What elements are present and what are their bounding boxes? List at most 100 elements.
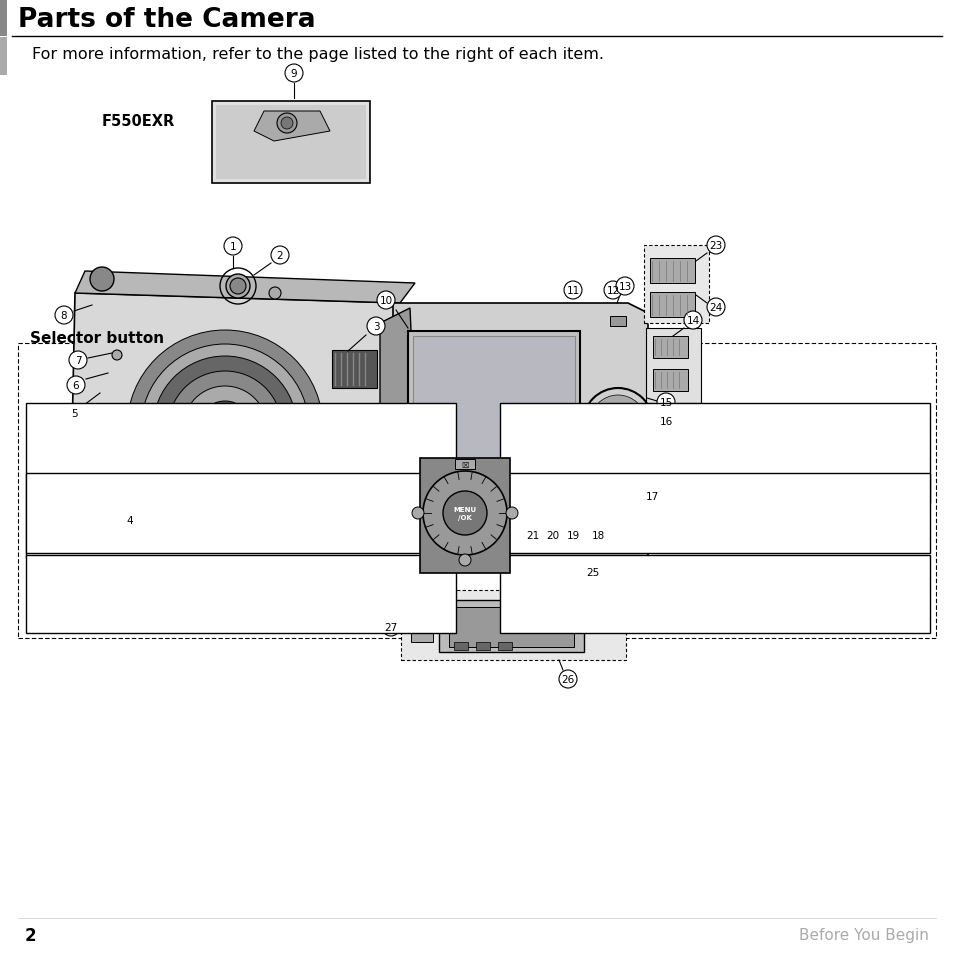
- Circle shape: [657, 413, 675, 431]
- Circle shape: [370, 433, 374, 436]
- Text: 27: 27: [384, 622, 397, 633]
- Polygon shape: [70, 294, 410, 534]
- Circle shape: [67, 376, 85, 395]
- Circle shape: [276, 113, 296, 133]
- Text: 2: 2: [25, 926, 36, 944]
- Text: Move cursor right: Move cursor right: [515, 485, 666, 500]
- Circle shape: [55, 307, 73, 325]
- Circle shape: [543, 526, 561, 544]
- Circle shape: [370, 451, 374, 454]
- Polygon shape: [215, 106, 366, 180]
- Circle shape: [271, 247, 289, 265]
- Circle shape: [599, 406, 636, 441]
- Circle shape: [230, 278, 246, 294]
- Bar: [332, 351, 376, 389]
- Circle shape: [458, 555, 471, 566]
- Text: 20: 20: [546, 531, 559, 540]
- Text: 6: 6: [72, 380, 79, 391]
- Circle shape: [412, 507, 423, 519]
- Text: 12: 12: [606, 286, 619, 295]
- Text: button: button: [582, 476, 638, 492]
- FancyBboxPatch shape: [18, 344, 935, 639]
- Text: 16: 16: [659, 416, 672, 427]
- Text: Note: Note: [658, 474, 691, 486]
- Text: /OK: /OK: [457, 515, 472, 520]
- Text: Before You Begin: Before You Begin: [799, 927, 928, 943]
- Bar: [645, 329, 700, 403]
- Text: 24: 24: [709, 303, 721, 313]
- Bar: [652, 370, 687, 392]
- Circle shape: [642, 488, 660, 505]
- Circle shape: [365, 460, 368, 463]
- Text: 4: 4: [127, 516, 133, 525]
- Circle shape: [442, 492, 486, 536]
- Circle shape: [505, 507, 517, 519]
- Circle shape: [563, 526, 581, 544]
- Circle shape: [563, 282, 581, 299]
- Text: 18: 18: [591, 531, 604, 540]
- Circle shape: [706, 298, 724, 316]
- Bar: [476, 642, 490, 650]
- Bar: [390, 434, 397, 474]
- Bar: [411, 613, 433, 642]
- Bar: [652, 336, 687, 358]
- Polygon shape: [379, 309, 419, 534]
- Text: 3: 3: [373, 322, 379, 332]
- Bar: [419, 458, 510, 574]
- Circle shape: [588, 526, 606, 544]
- Circle shape: [285, 65, 303, 83]
- Text: ⏲ (self-timer) button (≡ 39): ⏲ (self-timer) button (≡ 39): [515, 589, 675, 602]
- Circle shape: [360, 433, 363, 436]
- Text: ☒: ☒: [460, 460, 468, 469]
- Text: : Unless otherwise noted,
the illustrations in this manual
show the F500EXR.: : Unless otherwise noted, the illustrati…: [679, 474, 869, 517]
- Text: MENU/OK: MENU/OK: [515, 476, 596, 492]
- Circle shape: [683, 312, 701, 330]
- Text: For more information, refer to the page listed to the right of each item.: For more information, refer to the page …: [32, 47, 603, 61]
- Bar: [454, 642, 468, 650]
- Text: Parts of the Camera: Parts of the Camera: [18, 7, 315, 33]
- Circle shape: [367, 317, 385, 335]
- Bar: [408, 332, 579, 514]
- Circle shape: [152, 356, 296, 500]
- Circle shape: [493, 526, 511, 544]
- Circle shape: [112, 351, 122, 360]
- Bar: [438, 600, 583, 652]
- Polygon shape: [393, 304, 647, 568]
- Text: 26: 26: [560, 675, 574, 684]
- Circle shape: [422, 472, 506, 556]
- Polygon shape: [253, 112, 330, 142]
- Text: ᵜ (delete) button (≡ xiii): ᵜ (delete) button (≡ xiii): [36, 465, 180, 478]
- Circle shape: [370, 442, 374, 445]
- Bar: [212, 102, 370, 184]
- FancyBboxPatch shape: [499, 556, 929, 634]
- FancyBboxPatch shape: [26, 556, 456, 634]
- Bar: [0, 0, 7, 37]
- Bar: [643, 246, 708, 324]
- Circle shape: [360, 442, 363, 445]
- Circle shape: [360, 451, 363, 454]
- Circle shape: [211, 415, 239, 442]
- Text: 8: 8: [61, 311, 68, 320]
- Circle shape: [224, 237, 242, 255]
- Bar: [649, 258, 695, 284]
- Text: 25: 25: [586, 567, 599, 578]
- Circle shape: [168, 372, 282, 485]
- Text: 17: 17: [644, 492, 658, 501]
- Circle shape: [381, 618, 399, 637]
- Circle shape: [365, 442, 368, 445]
- Circle shape: [583, 563, 601, 581]
- Text: ⚡ (flash) button (≡ 37): ⚡ (flash) button (≡ 37): [515, 507, 648, 520]
- Text: 7: 7: [74, 355, 81, 366]
- Bar: [455, 459, 475, 470]
- Circle shape: [90, 268, 113, 292]
- Circle shape: [365, 433, 368, 436]
- Text: 2: 2: [276, 251, 283, 261]
- Circle shape: [141, 345, 309, 513]
- Bar: [649, 293, 695, 317]
- Circle shape: [69, 352, 87, 370]
- Polygon shape: [75, 272, 415, 304]
- Bar: [497, 642, 512, 650]
- FancyBboxPatch shape: [499, 403, 929, 503]
- Text: 5: 5: [71, 409, 78, 418]
- Bar: [0, 38, 7, 76]
